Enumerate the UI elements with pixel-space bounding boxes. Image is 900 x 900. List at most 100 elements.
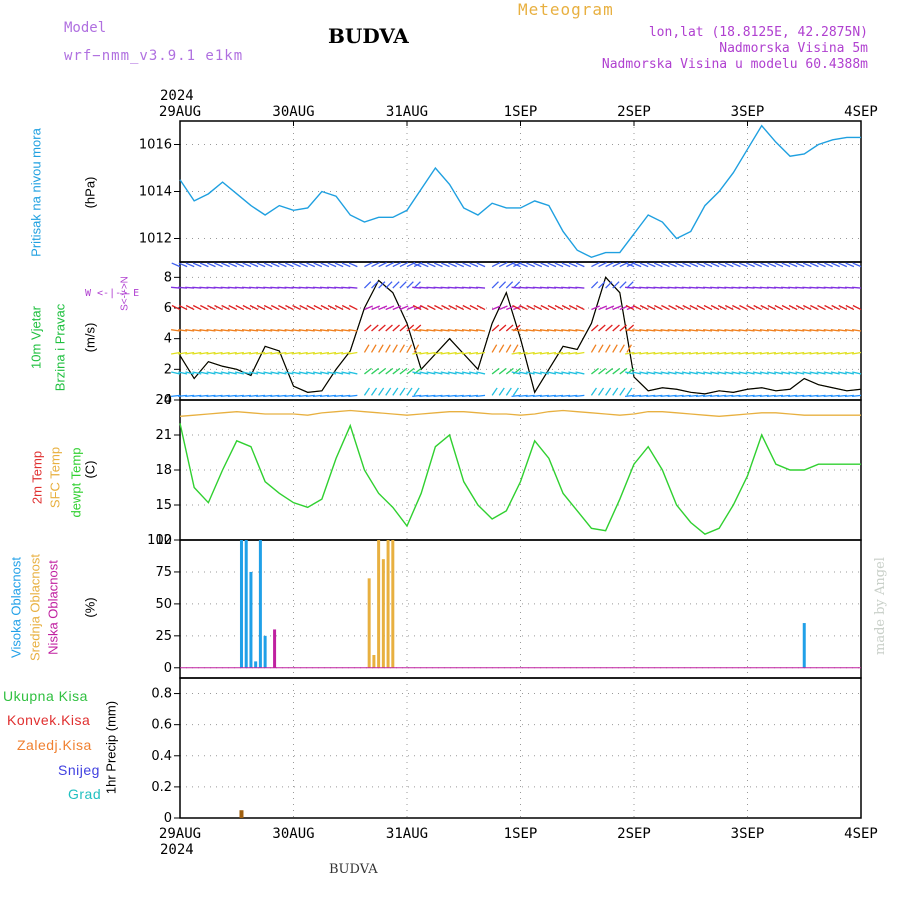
wind-barb [364,324,372,332]
wind-barb [731,262,741,268]
wind-barb [178,371,188,375]
wind-barb [491,281,499,289]
wind-barb [327,262,337,268]
wind-barb [554,304,564,311]
wind-barb [192,394,202,398]
wind-barb [823,329,833,332]
wind-barb [803,304,812,311]
wind-barb [305,329,315,332]
wind-barb [242,262,252,268]
wind-barb [363,344,370,353]
wind-barb [732,304,741,311]
wind-barb [213,351,223,355]
wind-barb [844,394,854,398]
wind-barb [440,394,450,398]
wind-barb [327,329,337,332]
wind-barb [746,304,755,311]
wind-barb [532,351,542,355]
wind-barb [598,261,607,268]
wind-ytick-label: 0 [164,393,172,408]
cloud-ytick-label: 0 [164,661,172,676]
wind-barb [448,304,457,311]
wind-barb [766,351,776,355]
wind-barb [788,304,798,311]
wind-barb [206,329,216,332]
wind-barb [703,371,713,375]
wind-barb [605,367,614,375]
wind-barb [568,371,578,375]
wind-barb [745,351,755,355]
legend-snow: Snijeg [58,762,100,778]
wind-barb [753,262,762,268]
wind-barb [632,351,642,355]
wind-barb [695,329,706,332]
wind-barb [185,394,195,398]
wind-barb [518,329,528,332]
wind-barb [399,324,408,332]
wind-barb [319,351,330,355]
wind-barb [426,394,436,398]
wind-barb [852,262,862,268]
wind-barb [277,371,287,375]
wind-barb [263,304,273,311]
wind-barb [263,371,273,375]
wind-barb [639,371,649,375]
wind-barb [605,261,614,268]
wind-barb [199,351,209,355]
wind-barb [171,262,181,268]
wind-barb [674,329,684,332]
wind-barb [385,344,391,353]
wind-barb [646,351,656,355]
wind-barb [788,394,798,398]
wind-barb [646,371,656,375]
wind-barb [455,304,465,311]
wind-barb [242,304,252,311]
wind-barb [774,304,784,311]
wind-barb [845,262,855,268]
wind-barb [598,305,608,311]
wind-barb [561,262,571,268]
wind-barb [598,324,606,332]
wind-barb [809,371,819,375]
wind-barb [406,344,413,353]
wind-barb [540,304,550,311]
wind-barb [468,351,479,355]
x-day-label-bottom: 2SEP [617,826,651,842]
wind-barb [612,281,620,289]
wind-barb [498,387,505,396]
wind-barb [447,329,457,332]
wind-barb [306,304,316,311]
wind-barb [605,387,612,396]
wind-barb [235,304,245,311]
wind-barb [228,304,238,311]
wind-barb [844,371,855,375]
wind-barb [624,394,635,398]
cloud-ytick-label: 50 [155,597,172,612]
wind-barb [469,262,479,268]
wind-barb [561,394,571,398]
wind-barb [576,304,585,311]
wind-barb [674,371,684,375]
wind-barb [738,394,748,398]
wind-barb [476,371,486,375]
wind-barb [816,371,826,375]
wind-barb [612,261,622,268]
wind-barb [249,351,259,355]
wind-barb [462,304,472,311]
x-year-bottom: 2024 [160,842,194,858]
wind-barb [717,351,727,355]
wind-barb [852,351,862,355]
wind-barb [292,304,301,311]
precip-bar [239,810,244,818]
wind-barb [653,329,663,332]
wind-barb [816,394,826,398]
wind-barb [419,329,429,332]
wind-barb [427,304,436,311]
wind-barb [731,394,741,398]
wind-barb [341,371,351,375]
wind-barb [341,262,351,268]
wind-barb [781,304,791,311]
wind-barb [590,344,597,353]
wind-barb [441,304,450,311]
wind-barb [661,304,670,311]
